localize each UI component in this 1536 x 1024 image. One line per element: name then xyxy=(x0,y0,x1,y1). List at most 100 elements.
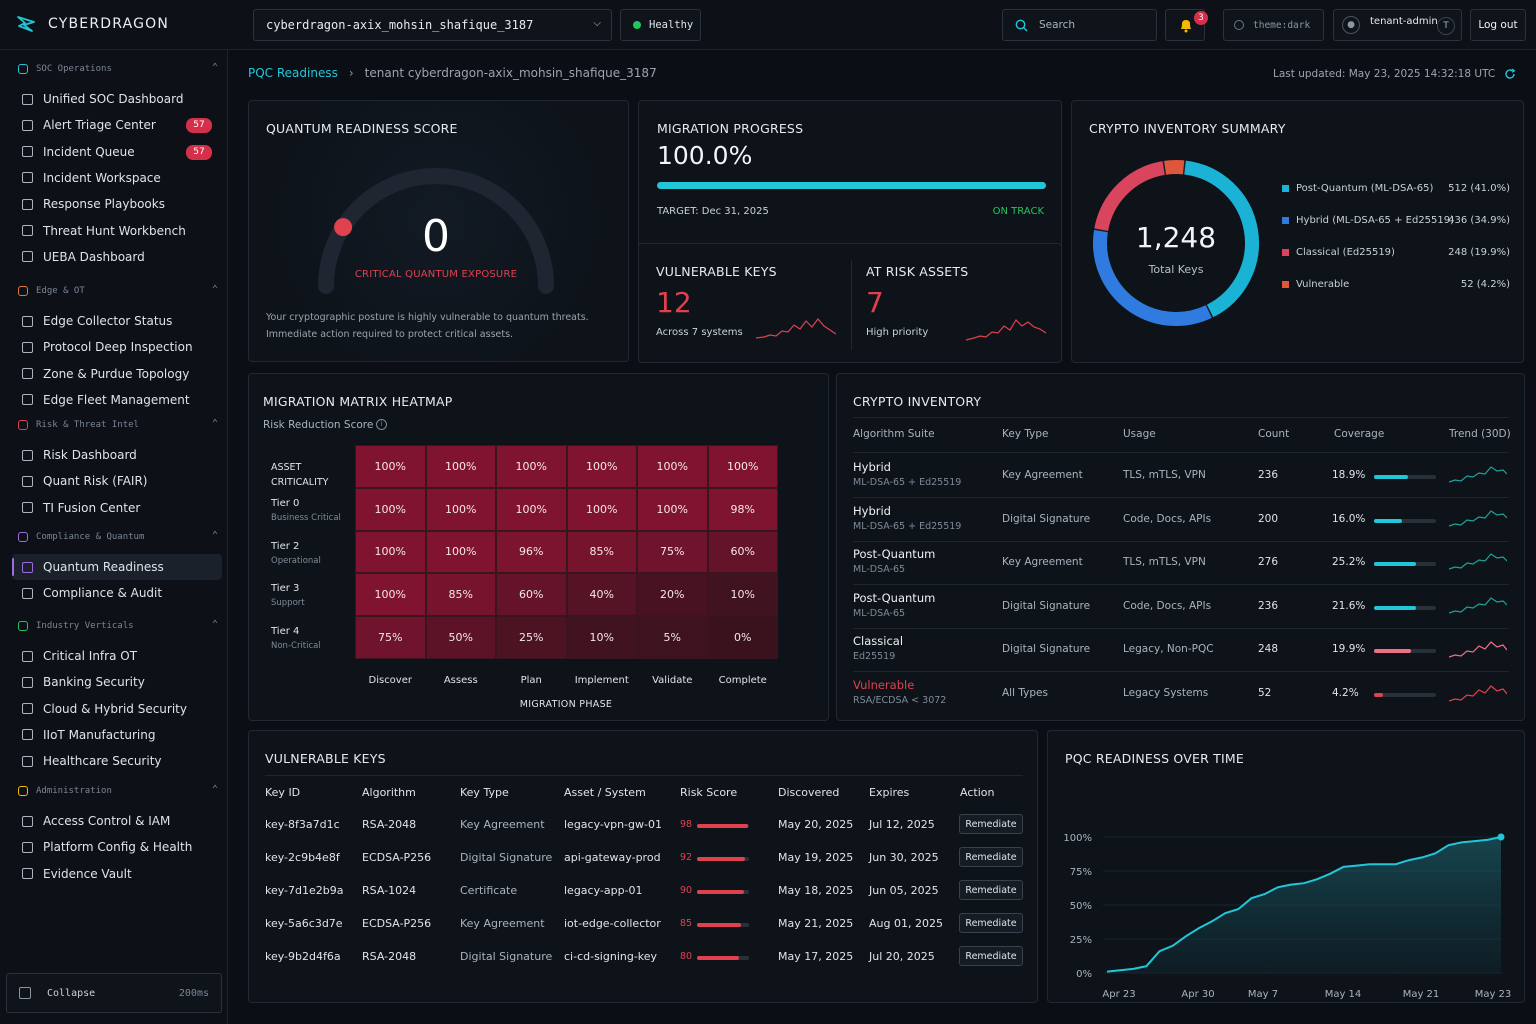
inventory-header[interactable]: Trend (30D) xyxy=(1449,428,1511,440)
user-menu[interactable]: ● tenant-admin T xyxy=(1333,9,1462,41)
refresh-icon[interactable] xyxy=(1504,68,1516,80)
health-status[interactable]: Healthy xyxy=(620,9,701,41)
heatmap-cell[interactable]: 0% xyxy=(707,616,778,659)
heatmap-cell[interactable]: 75% xyxy=(355,616,426,659)
brand[interactable]: CYBERDRAGON xyxy=(16,14,169,34)
data-point[interactable] xyxy=(1497,833,1505,841)
heatmap-cell[interactable]: 100% xyxy=(355,445,426,488)
tenant-select[interactable]: cyberdragon-axix_mohsin_shafique_3187 ⌵ xyxy=(253,9,612,41)
heatmap-cell[interactable]: 100% xyxy=(425,487,496,531)
heatmap-cell[interactable]: 100% xyxy=(425,445,496,488)
vuln-table-header[interactable]: Expires xyxy=(869,786,910,799)
sidebar-item[interactable]: Critical Infra OT xyxy=(12,643,222,669)
heatmap-cell[interactable]: 50% xyxy=(425,616,496,659)
heatmap-cell[interactable]: 100% xyxy=(355,530,426,574)
sidebar-section-header[interactable]: Risk & Threat Intel ⌃ xyxy=(18,418,218,430)
sidebar-section-header[interactable]: Compliance & Quantum ⌃ xyxy=(18,530,218,542)
inventory-header[interactable]: Usage xyxy=(1123,428,1156,440)
heatmap-cell[interactable]: 10% xyxy=(566,616,637,659)
sidebar-item[interactable]: Quant Risk (FAIR) xyxy=(12,468,222,494)
data-point[interactable] xyxy=(1316,878,1318,880)
vuln-table-header[interactable]: Algorithm xyxy=(362,786,416,799)
remediate-button[interactable]: Remediate xyxy=(959,913,1023,933)
inventory-header[interactable]: Algorithm Suite xyxy=(853,428,935,440)
inventory-header[interactable]: Key Type xyxy=(1002,428,1049,440)
sidebar-item[interactable]: Zone & Purdue Topology xyxy=(12,361,222,387)
heatmap-cell[interactable]: 75% xyxy=(637,530,708,574)
sidebar-section-header[interactable]: SOC Operations ⌃ xyxy=(18,62,218,74)
heatmap-cell[interactable]: 100% xyxy=(637,445,708,488)
heatmap-cell[interactable]: 20% xyxy=(637,573,708,617)
data-point[interactable] xyxy=(1224,912,1226,914)
data-point[interactable] xyxy=(1145,965,1147,967)
heatmap-cell[interactable]: 100% xyxy=(496,445,567,488)
data-point[interactable] xyxy=(1355,864,1357,866)
data-point[interactable] xyxy=(1277,886,1279,888)
heatmap-cell[interactable]: 100% xyxy=(637,487,708,531)
heatmap-cell[interactable]: 5% xyxy=(637,616,708,659)
vuln-table-header[interactable]: Risk Score xyxy=(680,786,738,799)
remediate-button[interactable]: Remediate xyxy=(959,880,1023,900)
data-point[interactable] xyxy=(1158,950,1160,952)
data-point[interactable] xyxy=(1368,863,1370,865)
sidebar-item[interactable]: Healthcare Security xyxy=(12,748,222,774)
data-point[interactable] xyxy=(1395,863,1397,865)
sidebar-section-header[interactable]: Industry Verticals ⌃ xyxy=(18,619,218,631)
sidebar-item[interactable]: Incident Workspace xyxy=(12,165,222,191)
info-icon[interactable]: i xyxy=(376,419,387,430)
data-point[interactable] xyxy=(1106,970,1108,972)
data-point[interactable] xyxy=(1290,883,1292,885)
vuln-table-header[interactable]: Key ID xyxy=(265,786,301,799)
heatmap-cell[interactable]: 98% xyxy=(707,487,778,531)
sidebar-section-header[interactable]: Administration ⌃ xyxy=(18,784,218,796)
vuln-table-header[interactable]: Key Type xyxy=(460,786,509,799)
heatmap-cell[interactable]: 100% xyxy=(566,445,637,488)
heatmap-cell[interactable]: 85% xyxy=(425,573,496,617)
sidebar-item[interactable]: Risk Dashboard xyxy=(12,442,222,468)
data-point[interactable] xyxy=(1198,927,1200,929)
sidebar-item[interactable]: Unified SOC Dashboard xyxy=(12,86,222,112)
search-input[interactable]: Search xyxy=(1002,9,1157,41)
heatmap-cell[interactable]: 100% xyxy=(566,487,637,531)
sidebar-item[interactable]: Evidence Vault xyxy=(12,861,222,887)
heatmap-cell[interactable]: 40% xyxy=(566,573,637,617)
data-point[interactable] xyxy=(1434,852,1436,854)
data-point[interactable] xyxy=(1303,882,1305,884)
heatmap-cell[interactable]: 96% xyxy=(496,530,567,574)
breadcrumb-root[interactable]: PQC Readiness xyxy=(248,66,338,80)
heatmap-cell[interactable]: 85% xyxy=(566,530,637,574)
data-point[interactable] xyxy=(1382,863,1384,865)
logout-button[interactable]: Log out xyxy=(1470,9,1526,41)
heatmap-cell[interactable]: 100% xyxy=(707,445,778,488)
heatmap-cell[interactable]: 100% xyxy=(425,530,496,574)
vuln-table-header[interactable]: Discovered xyxy=(778,786,840,799)
sidebar-item[interactable]: Access Control & IAM xyxy=(12,808,222,834)
data-point[interactable] xyxy=(1171,945,1173,947)
inventory-header[interactable]: Coverage xyxy=(1334,428,1385,440)
heatmap-cell[interactable]: 100% xyxy=(355,573,426,617)
heatmap-cell[interactable]: 100% xyxy=(496,487,567,531)
sidebar-item[interactable]: Cloud & Hybrid Security xyxy=(12,696,222,722)
notifications-button[interactable]: 3 xyxy=(1165,9,1208,41)
data-point[interactable] xyxy=(1408,859,1410,861)
sidebar-item[interactable]: TI Fusion Center xyxy=(12,495,222,521)
collapse-button[interactable]: Collapse 200ms xyxy=(6,973,222,1013)
data-point[interactable] xyxy=(1237,908,1239,910)
data-point[interactable] xyxy=(1474,840,1476,842)
data-point[interactable] xyxy=(1447,844,1449,846)
sidebar-item[interactable]: Banking Security xyxy=(12,669,222,695)
data-point[interactable] xyxy=(1421,856,1423,858)
sidebar-section-header[interactable]: Edge & OT ⌃ xyxy=(18,284,218,296)
inventory-header[interactable]: Count xyxy=(1258,428,1290,440)
sidebar-item[interactable]: Incident Queue 57 xyxy=(12,139,222,165)
data-point[interactable] xyxy=(1460,841,1462,843)
sidebar-item[interactable]: Response Playbooks xyxy=(12,191,222,217)
sidebar-item[interactable]: Quantum Readiness xyxy=(12,554,222,580)
heatmap-cell[interactable]: 100% xyxy=(355,487,426,531)
theme-toggle[interactable]: theme:dark xyxy=(1223,9,1324,41)
remediate-button[interactable]: Remediate xyxy=(959,946,1023,966)
sidebar-item[interactable]: Protocol Deep Inspection xyxy=(12,334,222,360)
vuln-table-header[interactable]: Action xyxy=(960,786,995,799)
sidebar-item[interactable]: Edge Collector Status xyxy=(12,308,222,334)
sidebar-item[interactable]: Platform Config & Health xyxy=(12,834,222,860)
